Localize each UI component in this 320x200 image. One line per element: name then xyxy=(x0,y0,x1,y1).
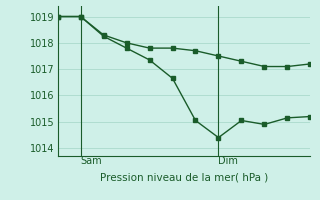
X-axis label: Pression niveau de la mer( hPa ): Pression niveau de la mer( hPa ) xyxy=(100,173,268,183)
Text: Sam: Sam xyxy=(81,156,102,166)
Text: Dim: Dim xyxy=(219,156,238,166)
